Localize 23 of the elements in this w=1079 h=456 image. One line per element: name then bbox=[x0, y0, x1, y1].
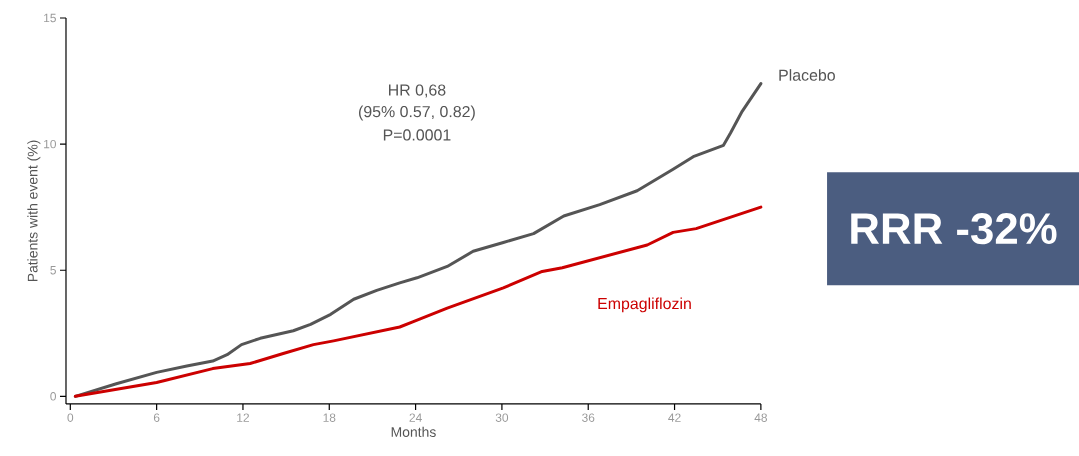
x-tick-label: 48 bbox=[754, 413, 767, 422]
annotation: P=0.0001 bbox=[383, 129, 451, 141]
annotation: HR 0,68 bbox=[389, 84, 446, 98]
y-tick-label: 0 bbox=[50, 392, 57, 401]
x-axis-title: Months bbox=[391, 426, 436, 438]
x-tick-label: 30 bbox=[495, 413, 509, 422]
x-tick-label: 12 bbox=[237, 413, 249, 422]
x-tick-label: 6 bbox=[153, 413, 160, 422]
y-tick-label: 5 bbox=[50, 266, 56, 275]
annotation: (95% 0.57, 0.82) bbox=[358, 105, 475, 121]
y-axis-title: Patients with event (%) bbox=[27, 140, 41, 282]
text: Empagliflozin bbox=[598, 297, 691, 313]
x-tick-label: 0 bbox=[67, 413, 74, 422]
series-label: Placebo bbox=[779, 69, 835, 81]
text: RRR -32% bbox=[851, 213, 1057, 245]
line-series bbox=[73, 82, 763, 398]
line-series bbox=[73, 205, 763, 398]
x-tick-label: 36 bbox=[582, 413, 595, 422]
y-tick-label: 10 bbox=[44, 139, 57, 149]
x-tick-label: 18 bbox=[323, 413, 336, 422]
y-tick-label: 15 bbox=[44, 13, 56, 23]
x-tick-label: 24 bbox=[409, 413, 422, 422]
x-tick-label: 42 bbox=[668, 413, 681, 422]
